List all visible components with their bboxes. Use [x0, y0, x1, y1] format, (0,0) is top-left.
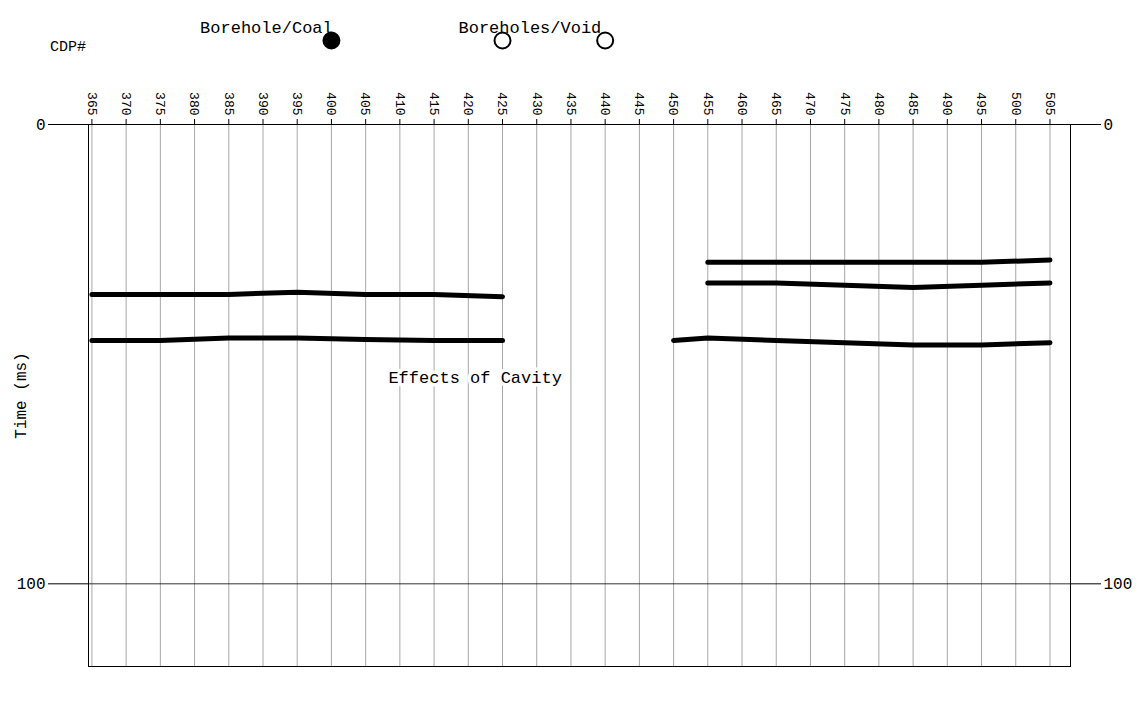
svg-text:460: 460 [734, 92, 749, 115]
svg-text:475: 475 [837, 92, 852, 115]
svg-text:465: 465 [768, 92, 783, 115]
svg-text:0: 0 [1104, 117, 1114, 135]
svg-text:430: 430 [529, 92, 544, 115]
svg-text:100: 100 [17, 576, 46, 594]
svg-text:380: 380 [186, 92, 201, 115]
svg-text:405: 405 [357, 92, 372, 115]
svg-text:400: 400 [323, 92, 338, 115]
svg-text:375: 375 [152, 92, 167, 115]
svg-text:470: 470 [802, 92, 817, 115]
svg-text:0: 0 [36, 117, 46, 135]
svg-text:495: 495 [973, 92, 988, 115]
svg-text:420: 420 [460, 92, 475, 115]
svg-text:Effects of Cavity: Effects of Cavity [388, 369, 561, 388]
svg-text:CDP#: CDP# [50, 39, 86, 56]
svg-text:500: 500 [1008, 92, 1023, 115]
svg-text:490: 490 [939, 92, 954, 115]
svg-text:365: 365 [84, 92, 99, 115]
svg-text:440: 440 [597, 92, 612, 115]
svg-text:Boreholes/Void: Boreholes/Void [458, 19, 601, 38]
svg-text:Time (ms): Time (ms) [13, 352, 31, 438]
svg-text:445: 445 [631, 92, 646, 115]
svg-text:485: 485 [905, 92, 920, 115]
svg-text:480: 480 [871, 92, 886, 115]
svg-text:505: 505 [1042, 92, 1057, 115]
svg-text:455: 455 [700, 92, 715, 115]
svg-text:450: 450 [665, 92, 680, 115]
svg-text:370: 370 [118, 92, 133, 115]
svg-text:100: 100 [1104, 576, 1133, 594]
svg-text:425: 425 [494, 92, 509, 115]
svg-text:415: 415 [426, 92, 441, 115]
svg-text:395: 395 [289, 92, 304, 115]
svg-text:Borehole/Coal: Borehole/Coal [200, 19, 333, 38]
svg-text:410: 410 [392, 92, 407, 115]
svg-text:390: 390 [255, 92, 270, 115]
svg-text:385: 385 [221, 92, 236, 115]
svg-text:435: 435 [563, 92, 578, 115]
